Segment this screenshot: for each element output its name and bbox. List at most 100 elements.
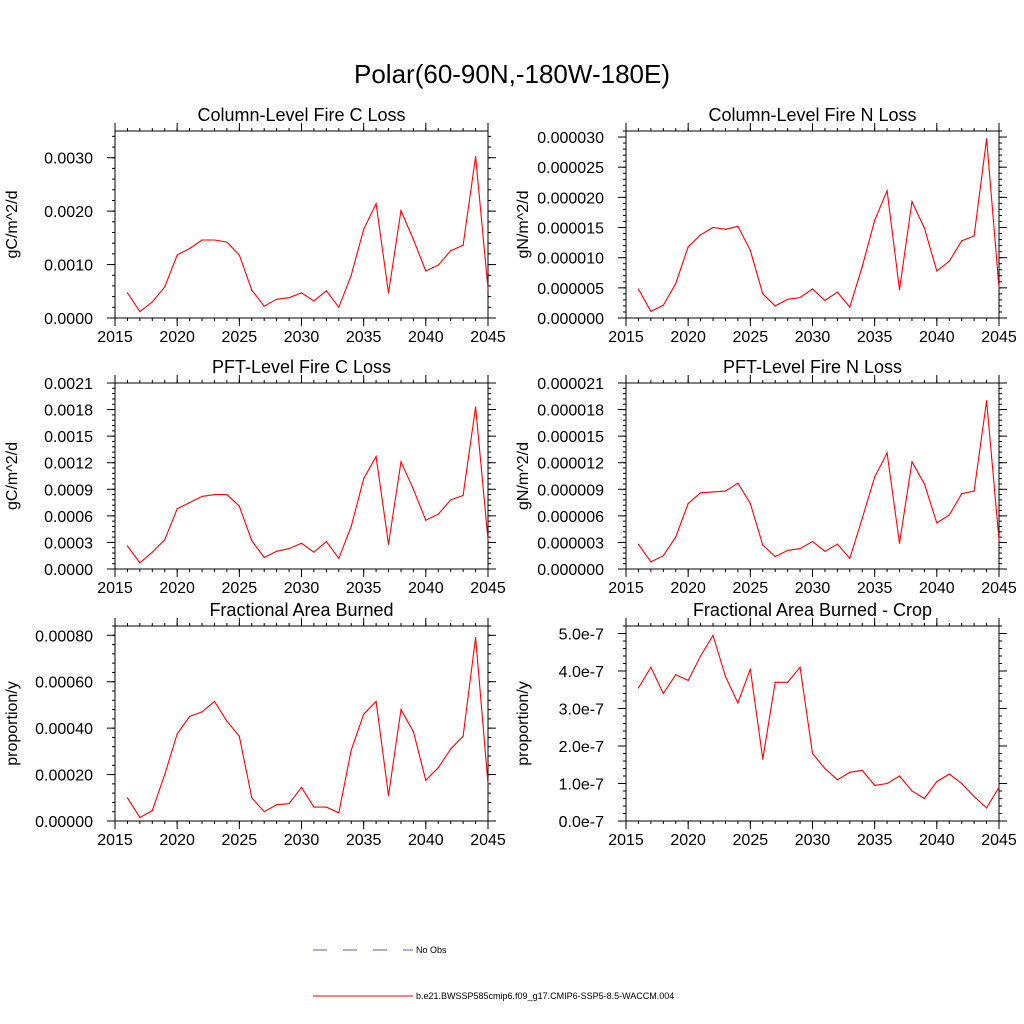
x-tick-label: 2030 [795, 580, 831, 597]
y-tick-label: 0.0021 [44, 376, 93, 393]
y-tick-label: 0.000003 [537, 535, 604, 552]
data-point [936, 781, 938, 783]
data-point [749, 249, 751, 252]
chart-panel-4: Fractional Area Burned proportion/y 2015 20… [4, 600, 506, 849]
x-tick-label: 2030 [284, 580, 320, 597]
x-tick-label: 2035 [857, 832, 893, 849]
y-tick-label: 4.0e-7 [559, 664, 604, 681]
x-tick-label: 2040 [919, 832, 955, 849]
data-point [176, 508, 178, 510]
data-point [450, 748, 452, 750]
data-point [276, 804, 278, 806]
x-tick-label: 2025 [733, 329, 769, 346]
data-point [164, 539, 166, 541]
y-tick-label: 0.0010 [44, 258, 93, 275]
data-point [911, 200, 913, 203]
data-point [238, 505, 240, 507]
data-point [375, 455, 377, 458]
data-point [923, 227, 926, 229]
data-point [487, 288, 489, 290]
data-point [749, 668, 751, 670]
data-point [712, 634, 714, 636]
data-point [276, 550, 278, 552]
data-point [961, 240, 963, 242]
y-tick-label: 0.000025 [537, 160, 604, 177]
data-point [799, 296, 801, 299]
data-point [724, 490, 727, 492]
data-point [151, 301, 153, 303]
data-point [437, 264, 439, 266]
x-tick-label: 2030 [284, 832, 320, 849]
data-point [985, 138, 988, 140]
data-point [350, 525, 352, 528]
data-point [973, 490, 975, 492]
y-tick-label: 0.000000 [537, 562, 604, 579]
data-point [350, 749, 352, 751]
data-point [425, 779, 427, 781]
y-axis-label: gN/m^2/d [515, 442, 532, 510]
data-point [911, 790, 913, 792]
data-point [961, 782, 963, 785]
data-point [387, 292, 390, 294]
x-tick-label: 2030 [795, 832, 831, 849]
x-tick-label: 2040 [408, 580, 444, 597]
data-point [288, 802, 290, 805]
data-point [189, 247, 191, 250]
series-line [126, 637, 489, 819]
y-tick-label: 0.000009 [537, 482, 604, 499]
panel-title: Column-Level Fire C Loss [197, 105, 405, 125]
series-line [126, 156, 489, 313]
y-tick-label: 0.000015 [537, 221, 604, 238]
data-point [201, 495, 203, 497]
data-point [450, 250, 452, 252]
data-point [811, 540, 814, 543]
data-point [201, 711, 203, 713]
data-point [874, 476, 876, 478]
data-point [213, 494, 216, 496]
data-point [425, 519, 427, 521]
data-point [164, 286, 166, 288]
data-point [998, 786, 1000, 788]
data-point [836, 291, 838, 293]
data-point [338, 812, 340, 814]
data-point [474, 637, 477, 639]
y-tick-label: 0.0018 [44, 403, 93, 420]
y-tick-label: 0.00060 [35, 675, 93, 692]
panel-title: Column-Level Fire N Loss [708, 105, 916, 125]
data-point [375, 203, 377, 205]
x-tick-label: 2035 [346, 832, 382, 849]
y-tick-label: 0.000015 [537, 429, 604, 446]
data-point [288, 548, 290, 550]
y-tick-label: 5.0e-7 [559, 627, 604, 644]
y-tick-label: 0.00080 [35, 628, 93, 645]
y-tick-label: 0.0015 [44, 429, 93, 446]
y-tick-label: 1.0e-7 [559, 777, 604, 794]
plot-frame [625, 625, 1000, 822]
x-tick-label: 2045 [470, 580, 506, 597]
data-point [276, 298, 278, 300]
panel-title: Fractional Area Burned - Crop [693, 600, 932, 620]
data-point [176, 254, 178, 256]
y-tick-label: 2.0e-7 [559, 739, 604, 756]
chart-panels: Column-Level Fire C Loss gC/m^2/d 2015 2020… [4, 105, 1017, 849]
y-axis-label: proportion/y [4, 681, 21, 766]
chart-panel-2: PFT-Level Fire C Loss gC/m^2/d 2015 2020 202… [4, 357, 506, 597]
data-point [874, 219, 876, 221]
x-tick-label: 2015 [608, 580, 644, 597]
y-axis-label: proportion/y [515, 681, 532, 766]
data-point [737, 225, 739, 227]
data-point [450, 499, 452, 501]
main-title: Polar(60-90N,-180W-180E) [354, 59, 670, 89]
y-tick-label: 0.0000 [44, 562, 93, 579]
data-point [487, 539, 489, 541]
data-point [313, 551, 315, 553]
data-point [836, 543, 838, 545]
data-point [874, 784, 876, 786]
x-tick-label: 2030 [795, 329, 831, 346]
y-tick-label: 0.000021 [537, 376, 604, 393]
x-tick-label: 2045 [981, 329, 1017, 346]
data-point [898, 775, 901, 777]
data-point [387, 794, 390, 797]
data-point [650, 310, 652, 312]
y-tick-label: 0.000010 [537, 251, 604, 268]
